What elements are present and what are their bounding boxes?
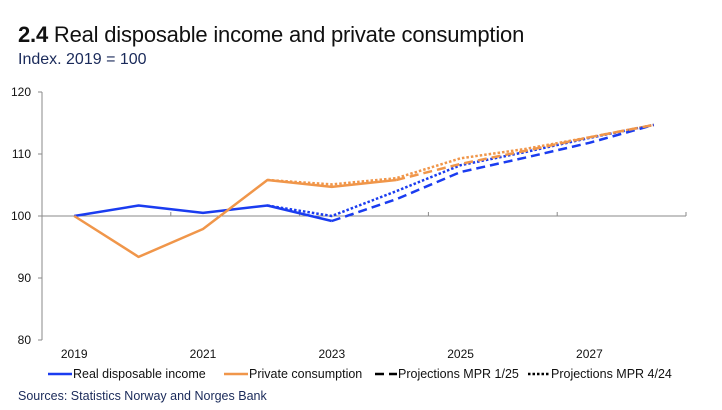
x-tick-label: 2019 xyxy=(61,347,88,361)
chart-title-text: Real disposable income and private consu… xyxy=(53,22,525,47)
x-tick-label: 2021 xyxy=(190,347,217,361)
x-tick-label: 2027 xyxy=(576,347,603,361)
legend-item-projections-4-24: Projections MPR 4/24 xyxy=(528,367,672,381)
x-tick-label: 2023 xyxy=(318,347,345,361)
series-line-income-dotted xyxy=(267,123,655,218)
chart-title: 2.4 Real disposable income and private c… xyxy=(18,22,524,48)
legend: Real disposable income Private consumpti… xyxy=(0,367,722,385)
axes xyxy=(38,91,687,341)
y-tick-label: 80 xyxy=(18,333,32,347)
sources-note: Sources: Statistics Norway and Norges Ba… xyxy=(18,389,267,403)
legend-item-consumption: Private consumption xyxy=(224,367,362,381)
x-tick-label: 2025 xyxy=(447,347,474,361)
y-tick-label: 110 xyxy=(12,147,31,161)
legend-item-income: Real disposable income xyxy=(48,367,206,381)
legend-swatch-dotted xyxy=(528,372,550,376)
legend-swatch-solid-blue xyxy=(48,372,72,376)
legend-label: Projections MPR 1/25 xyxy=(398,367,519,381)
series-line-consumption-solid xyxy=(73,178,397,259)
y-tick-label: 90 xyxy=(18,271,32,285)
series-group xyxy=(73,123,655,259)
chart-number: 2.4 xyxy=(18,22,48,47)
series-line-income-solid xyxy=(73,204,333,223)
series-line-income-dashed xyxy=(331,123,655,223)
legend-label: Private consumption xyxy=(249,367,363,381)
legend-swatch-solid-orange xyxy=(224,372,248,376)
y-tick-label: 120 xyxy=(11,85,31,99)
series-line-consumption-dashed xyxy=(395,123,655,182)
chart-subtitle: Index. 2019 = 100 xyxy=(18,51,147,68)
series-line-consumption-dotted xyxy=(267,123,655,186)
legend-swatch-dashed xyxy=(375,372,397,376)
legend-item-projections-1-25: Projections MPR 1/25 xyxy=(375,367,519,381)
y-tick-label: 100 xyxy=(11,209,31,223)
legend-label: Projections MPR 4/24 xyxy=(551,367,672,381)
legend-label: Real disposable income xyxy=(73,367,206,381)
tick-labels: 80 90 100 110 120 2019 2021 2023 2025 2027 xyxy=(11,85,603,361)
